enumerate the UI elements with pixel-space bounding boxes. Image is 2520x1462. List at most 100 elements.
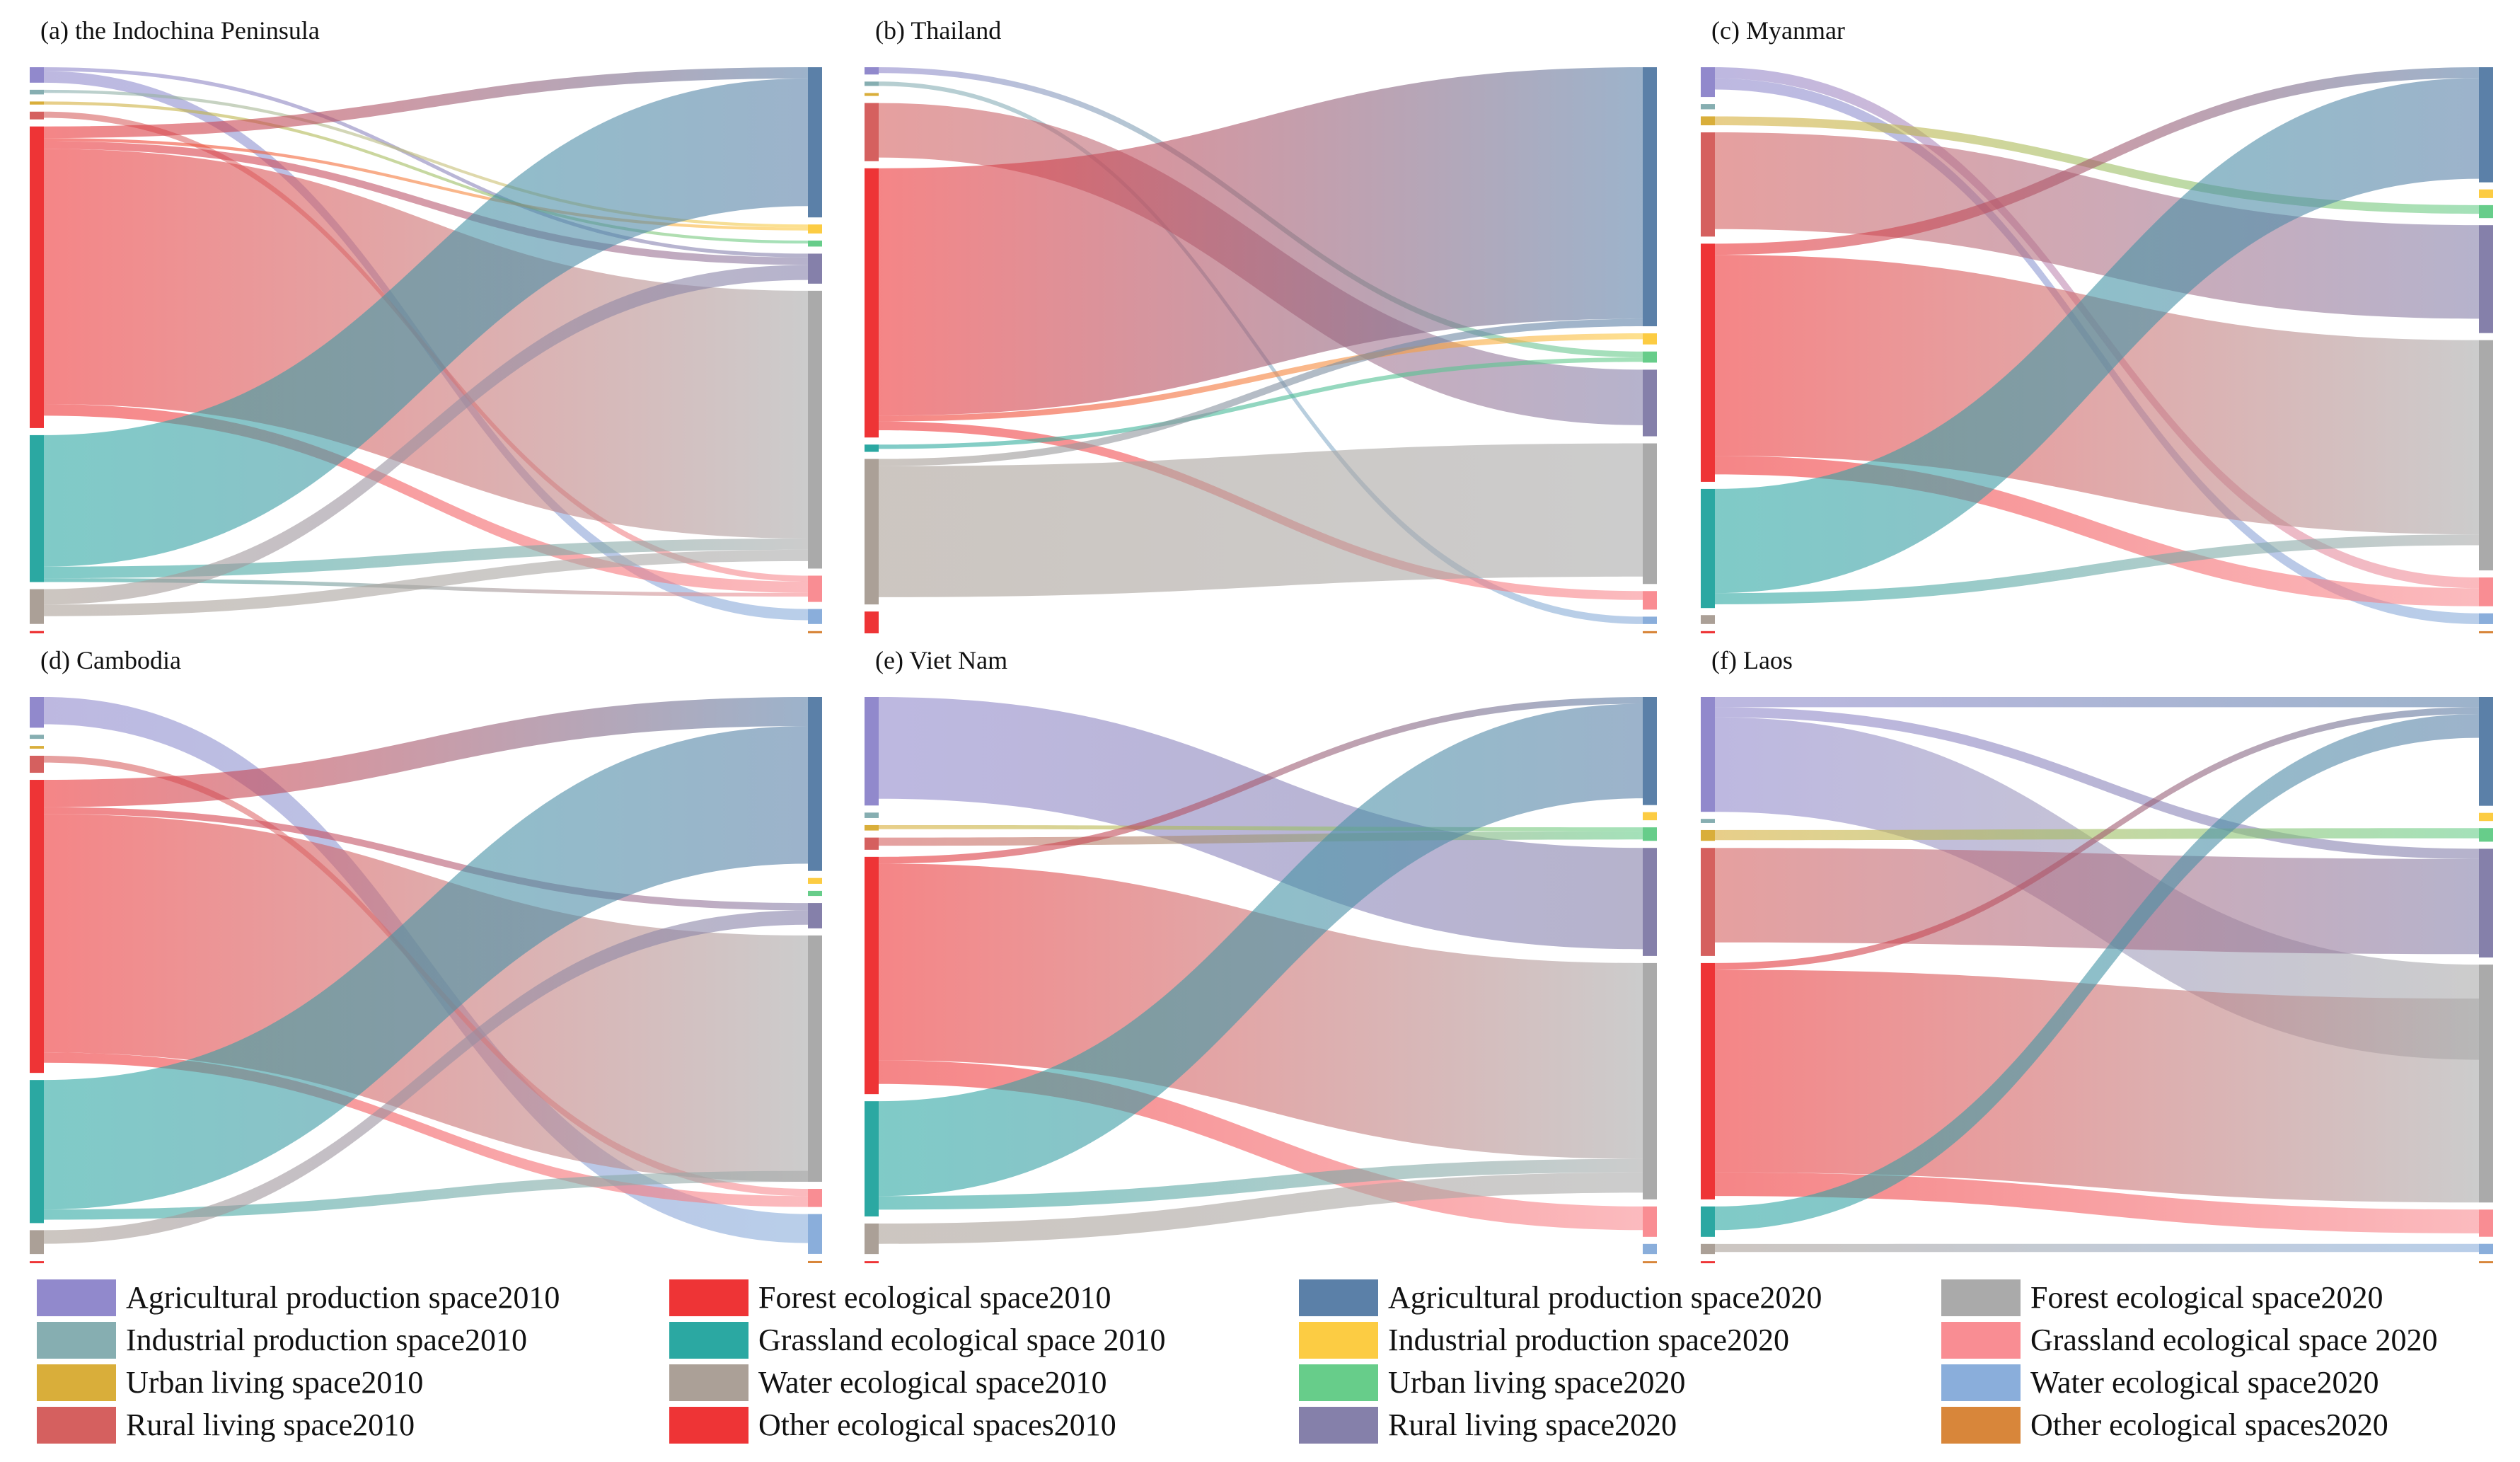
node-urban-living-space2010 xyxy=(865,93,879,96)
node-grassland-ecological-space-2020 xyxy=(2479,1209,2493,1237)
node-industrial-production-space2010 xyxy=(865,81,879,86)
node-other-ecological-spaces2020 xyxy=(2479,1261,2493,1264)
legend-item-urban-living-space2010: Urban living space2010 xyxy=(37,1364,423,1401)
links xyxy=(879,697,1643,1244)
link-agricultural-production-space2010-to-rural-living-space2020 xyxy=(44,67,808,258)
panel-d-cambodia: (d) Cambodia xyxy=(30,646,822,1264)
legend-label: Water ecological space2010 xyxy=(758,1365,1106,1400)
legend-item-rural-living-space2020: Rural living space2020 xyxy=(1299,1407,1677,1444)
node-other-ecological-spaces2020 xyxy=(808,1260,822,1263)
node-rural-living-space2020 xyxy=(2479,225,2493,333)
link-forest-ecological-space2010-to-grassland-ecological-space-2020 xyxy=(1715,456,2479,606)
link-forest-ecological-space2010-to-agricultural-production-space2020 xyxy=(879,67,1643,416)
link-agricultural-production-space2010-to-rural-living-space2020 xyxy=(1715,707,2479,859)
panel-f-laos: (f) Laos xyxy=(1701,646,2493,1264)
node-urban-living-space2020 xyxy=(2479,828,2493,842)
link-forest-ecological-space2010-to-agricultural-production-space2020 xyxy=(44,697,808,807)
node-agricultural-production-space2020 xyxy=(1643,697,1657,805)
node-forest-ecological-space2010 xyxy=(30,126,44,428)
node-rural-living-space2020 xyxy=(1643,848,1657,956)
node-water-ecological-space2010 xyxy=(30,589,44,624)
node-other-ecological-spaces2020 xyxy=(1643,1261,1657,1264)
link-forest-ecological-space2010-to-rural-living-space2020 xyxy=(44,807,808,911)
legend-swatch xyxy=(1299,1279,1378,1316)
panel-title: (e) Viet Nam xyxy=(875,646,1007,674)
link-forest-ecological-space2010-to-forest-ecological-space2020 xyxy=(1715,255,2479,535)
legend-label: Industrial production space2020 xyxy=(1388,1323,1789,1357)
node-industrial-production-space2020 xyxy=(2479,189,2493,198)
node-agricultural-production-space2020 xyxy=(2479,67,2493,183)
link-forest-ecological-space2010-to-forest-ecological-space2020 xyxy=(1715,969,2479,1203)
legend-swatch xyxy=(37,1407,116,1444)
legend-swatch xyxy=(669,1407,749,1444)
legend-label: Forest ecological space2010 xyxy=(758,1280,1111,1315)
node-grassland-ecological-space-2010 xyxy=(1701,488,1715,609)
node-agricultural-production-space2020 xyxy=(1643,67,1657,327)
links xyxy=(44,67,808,621)
link-urban-living-space2010-to-urban-living-space2020 xyxy=(44,101,808,244)
node-urban-living-space2020 xyxy=(808,240,822,247)
node-grassland-ecological-space-2020 xyxy=(808,1189,822,1207)
legend-swatch xyxy=(1299,1364,1378,1401)
node-water-ecological-space2010 xyxy=(1701,1243,1715,1255)
panel-title: (a) the Indochina Peninsula xyxy=(40,16,320,45)
node-agricultural-production-space2010 xyxy=(1701,67,1715,98)
links xyxy=(1715,67,2479,624)
node-rural-living-space2020 xyxy=(808,903,822,928)
legend-item-agricultural-production-space2020: Agricultural production space2020 xyxy=(1299,1279,1822,1316)
legend-label: Industrial production space2010 xyxy=(126,1323,527,1357)
node-agricultural-production-space2010 xyxy=(865,697,879,806)
legend: Agricultural production space2010 Industr… xyxy=(37,1279,2437,1444)
link-agricultural-production-space2010-to-agricultural-production-space2020 xyxy=(1715,697,2479,708)
node-rural-living-space2010 xyxy=(1701,132,1715,237)
node-water-ecological-space2020 xyxy=(808,609,822,624)
node-other-ecological-spaces2010 xyxy=(865,1261,879,1264)
legend-item-water-ecological-space2020: Water ecological space2020 xyxy=(1941,1364,2379,1401)
legend-label: Grassland ecological space 2020 xyxy=(2030,1323,2437,1357)
node-rural-living-space2010 xyxy=(30,111,44,120)
node-industrial-production-space2020 xyxy=(1643,812,1657,821)
node-forest-ecological-space2010 xyxy=(1701,243,1715,482)
node-forest-ecological-space2020 xyxy=(808,290,822,569)
node-industrial-production-space2010 xyxy=(865,812,879,818)
node-water-ecological-space2010 xyxy=(1701,615,1715,624)
node-rural-living-space2020 xyxy=(1643,369,1657,437)
legend-label: Urban living space2010 xyxy=(126,1365,423,1400)
legend-label: Grassland ecological space 2010 xyxy=(758,1323,1165,1357)
legend-label: Urban living space2020 xyxy=(1388,1365,1685,1400)
legend-swatch xyxy=(1941,1364,2021,1401)
legend-item-other-ecological-spaces2010: Other ecological spaces2010 xyxy=(669,1407,1116,1444)
node-industrial-production-space2020 xyxy=(2479,812,2493,822)
node-water-ecological-space2020 xyxy=(1643,1243,1657,1255)
panel-a-the-indochina-peninsula: (a) the Indochina Peninsula xyxy=(30,16,822,633)
legend-swatch xyxy=(1941,1279,2021,1316)
node-urban-living-space2020 xyxy=(1643,827,1657,841)
legend-item-rural-living-space2010: Rural living space2010 xyxy=(37,1407,415,1444)
node-other-ecological-spaces2010 xyxy=(1701,1261,1715,1264)
node-rural-living-space2020 xyxy=(2479,848,2493,958)
legend-swatch xyxy=(1299,1407,1378,1444)
node-agricultural-production-space2010 xyxy=(1701,697,1715,812)
panel-title: (b) Thailand xyxy=(875,16,1001,45)
node-other-ecological-spaces2010 xyxy=(30,631,44,633)
link-forest-ecological-space2010-to-industrial-production-space2020 xyxy=(879,333,1643,422)
legend-item-forest-ecological-space2020: Forest ecological space2020 xyxy=(1941,1279,2383,1316)
node-agricultural-production-space2020 xyxy=(808,697,822,871)
node-water-ecological-space2010 xyxy=(865,1224,879,1255)
node-grassland-ecological-space-2010 xyxy=(30,1080,44,1224)
link-urban-living-space2010-to-urban-living-space2020 xyxy=(1715,828,2479,841)
node-agricultural-production-space2010 xyxy=(30,67,44,83)
node-other-ecological-spaces2010 xyxy=(1701,631,1715,633)
node-urban-living-space2010 xyxy=(865,824,879,831)
legend-label: Agricultural production space2010 xyxy=(126,1280,560,1315)
legend-swatch xyxy=(1941,1407,2021,1444)
node-agricultural-production-space2020 xyxy=(2479,697,2493,806)
node-water-ecological-space2010 xyxy=(865,459,879,605)
link-forest-ecological-space2010-to-grassland-ecological-space-2020 xyxy=(879,1060,1643,1231)
link-rural-living-space2010-to-rural-living-space2020 xyxy=(1715,848,2479,955)
legend-swatch xyxy=(1299,1322,1378,1359)
legend-swatch xyxy=(37,1322,116,1359)
legend-label: Other ecological spaces2010 xyxy=(758,1408,1116,1442)
links xyxy=(1715,697,2479,1253)
